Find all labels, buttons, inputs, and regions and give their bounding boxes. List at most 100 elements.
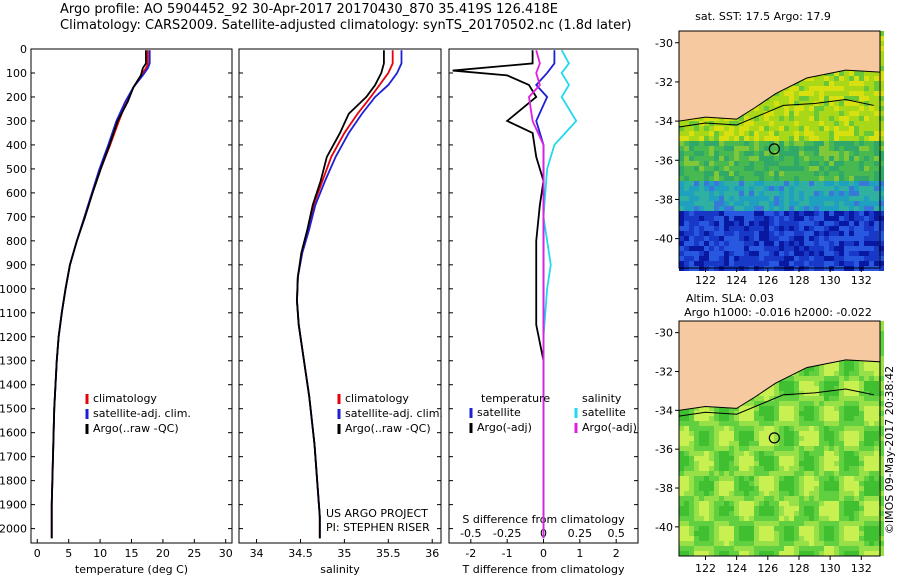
map-cell — [794, 121, 799, 126]
x-tick-label: 0 — [34, 547, 41, 560]
map-cell — [729, 461, 734, 466]
map-cell — [789, 481, 794, 486]
map-cell — [794, 486, 799, 491]
map-cell — [844, 541, 849, 546]
map-cell — [734, 411, 739, 416]
map-cell — [794, 506, 799, 511]
map-cell — [689, 416, 694, 421]
map-cell — [844, 131, 849, 136]
map-cell — [769, 111, 774, 116]
map-cell — [709, 221, 714, 226]
map-cell — [699, 511, 704, 516]
map-cell — [689, 131, 694, 136]
map-cell — [789, 251, 794, 256]
map-cell — [689, 221, 694, 226]
map-cell — [874, 441, 879, 446]
map-cell — [824, 541, 829, 546]
map-cell — [719, 211, 724, 216]
diff-temperature-legend-label: Argo(-adj) — [477, 421, 532, 434]
map-cell — [834, 376, 839, 381]
map-cell — [724, 261, 729, 266]
map-cell — [714, 201, 719, 206]
map-cell — [864, 151, 869, 156]
map-cell — [754, 106, 759, 111]
map-cell — [684, 231, 689, 236]
map-cell — [734, 506, 739, 511]
map-cell — [864, 451, 869, 456]
map-cell — [854, 151, 859, 156]
map-cell — [759, 186, 764, 191]
map-cell — [804, 496, 809, 501]
map-cell — [834, 446, 839, 451]
map-cell — [724, 191, 729, 196]
map-cell — [874, 116, 879, 121]
map-cell — [804, 466, 809, 471]
map-cell — [784, 131, 789, 136]
map-cell — [699, 471, 704, 476]
map-cell — [869, 116, 874, 121]
series-line-salinity-argo-adj- — [528, 49, 545, 539]
map-cell — [689, 236, 694, 241]
map-cell — [859, 546, 864, 551]
map-cell — [864, 421, 869, 426]
map-cell — [819, 501, 824, 506]
map-cell — [804, 406, 809, 411]
map-cell — [734, 526, 739, 531]
map-cell — [759, 171, 764, 176]
map-cell — [769, 196, 774, 201]
map-cell — [734, 521, 739, 526]
map-cell — [809, 116, 814, 121]
map-cell — [834, 391, 839, 396]
map-cell — [719, 236, 724, 241]
map-cell — [874, 366, 879, 371]
map-cell — [829, 401, 834, 406]
map-cell — [854, 541, 859, 546]
map-cell — [794, 401, 799, 406]
y-tick-label: 1200 — [0, 331, 27, 344]
map-cell — [739, 481, 744, 486]
map-cell — [834, 186, 839, 191]
map-cell — [709, 416, 714, 421]
map-cell — [764, 471, 769, 476]
map-cell — [844, 151, 849, 156]
map-cell — [839, 176, 844, 181]
map-cell — [779, 461, 784, 466]
map-cell — [759, 431, 764, 436]
map-cell — [759, 491, 764, 496]
map-cell — [849, 511, 854, 516]
map-cell — [689, 161, 694, 166]
map-cell — [859, 216, 864, 221]
map-cell — [864, 406, 869, 411]
map-cell — [689, 206, 694, 211]
map-cell — [829, 171, 834, 176]
map-cell — [714, 521, 719, 526]
map-cell — [759, 516, 764, 521]
map-cell — [819, 206, 824, 211]
map-cell — [879, 391, 884, 396]
map-cell — [769, 106, 774, 111]
map-cell — [829, 386, 834, 391]
map-cell — [879, 251, 884, 256]
map-cell — [809, 121, 814, 126]
map-cell — [709, 461, 714, 466]
map-cell — [859, 396, 864, 401]
map-cell — [844, 241, 849, 246]
map-cell — [779, 456, 784, 461]
map-cell — [879, 431, 884, 436]
map-cell — [694, 511, 699, 516]
map-cell — [764, 391, 769, 396]
map-cell — [729, 261, 734, 266]
map-cell — [869, 461, 874, 466]
map-cell — [869, 251, 874, 256]
map-cell — [829, 236, 834, 241]
x-tick-label: 2 — [613, 547, 620, 560]
map-cell — [804, 261, 809, 266]
map-cell — [879, 341, 884, 346]
map-cell — [694, 496, 699, 501]
map-cell — [769, 131, 774, 136]
map-cell — [689, 521, 694, 526]
map-cell — [679, 456, 684, 461]
map-cell — [859, 376, 864, 381]
map-cell — [764, 101, 769, 106]
map-y-tick-label: -32 — [655, 76, 673, 89]
